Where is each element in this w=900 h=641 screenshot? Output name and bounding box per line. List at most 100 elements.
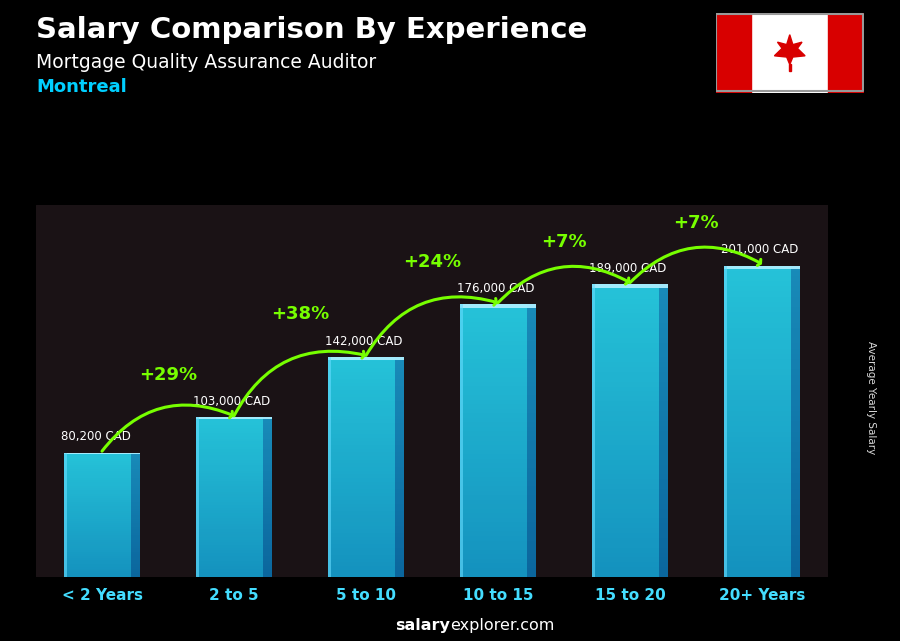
- Bar: [328, 547, 395, 551]
- Bar: [131, 533, 140, 535]
- Bar: [195, 561, 263, 563]
- Bar: [460, 459, 527, 463]
- Bar: [791, 302, 800, 307]
- Bar: [591, 294, 659, 299]
- Bar: [591, 553, 659, 558]
- Bar: [460, 304, 536, 308]
- Bar: [659, 553, 669, 558]
- Bar: [460, 463, 527, 468]
- Bar: [527, 440, 536, 445]
- Bar: [460, 340, 527, 345]
- Bar: [263, 476, 273, 479]
- Bar: [724, 385, 791, 390]
- Bar: [395, 544, 404, 547]
- Bar: [328, 449, 395, 453]
- Bar: [591, 362, 659, 367]
- Bar: [395, 470, 404, 474]
- Bar: [131, 538, 140, 540]
- Bar: [791, 540, 800, 545]
- Bar: [64, 531, 131, 533]
- Bar: [591, 284, 659, 289]
- Bar: [263, 470, 273, 473]
- Bar: [659, 347, 669, 353]
- Bar: [460, 522, 527, 527]
- Bar: [64, 496, 131, 498]
- Bar: [131, 548, 140, 550]
- Bar: [263, 503, 273, 505]
- Bar: [659, 353, 669, 357]
- Bar: [263, 563, 273, 566]
- Text: 80,200 CAD: 80,200 CAD: [61, 430, 131, 444]
- Bar: [724, 312, 791, 317]
- Bar: [791, 567, 800, 572]
- Bar: [591, 392, 659, 396]
- Bar: [328, 361, 395, 364]
- Bar: [263, 460, 273, 463]
- Bar: [263, 521, 273, 524]
- Bar: [328, 526, 395, 529]
- Bar: [591, 504, 659, 508]
- Bar: [131, 492, 140, 494]
- Bar: [64, 573, 131, 575]
- Bar: [195, 494, 263, 497]
- Bar: [263, 465, 273, 468]
- Bar: [328, 379, 395, 383]
- Bar: [460, 472, 527, 477]
- Bar: [460, 413, 527, 418]
- Bar: [395, 449, 404, 453]
- Bar: [591, 499, 659, 504]
- Bar: [263, 489, 273, 492]
- Bar: [328, 375, 395, 379]
- Bar: [64, 523, 131, 525]
- Bar: [724, 333, 791, 338]
- Bar: [791, 390, 800, 395]
- Bar: [263, 513, 273, 516]
- Bar: [591, 435, 659, 440]
- Bar: [395, 573, 404, 577]
- Bar: [131, 562, 140, 565]
- Bar: [724, 510, 791, 515]
- Bar: [791, 276, 800, 281]
- Bar: [591, 508, 659, 513]
- Bar: [195, 447, 263, 449]
- Bar: [64, 519, 131, 521]
- Bar: [791, 520, 800, 525]
- Bar: [131, 457, 140, 459]
- Bar: [724, 354, 791, 359]
- Bar: [659, 431, 669, 435]
- Bar: [659, 445, 669, 450]
- Bar: [591, 328, 659, 333]
- Bar: [328, 397, 395, 401]
- Bar: [263, 574, 273, 577]
- Bar: [131, 556, 140, 558]
- Bar: [131, 463, 140, 465]
- Bar: [791, 468, 800, 473]
- Bar: [527, 436, 536, 440]
- Bar: [131, 527, 140, 529]
- Bar: [263, 457, 273, 460]
- Bar: [131, 570, 140, 573]
- Bar: [791, 483, 800, 488]
- Bar: [591, 426, 659, 431]
- Bar: [395, 478, 404, 481]
- Bar: [131, 504, 140, 506]
- Bar: [791, 504, 800, 510]
- Bar: [659, 420, 669, 426]
- Bar: [328, 533, 395, 537]
- Bar: [591, 323, 659, 328]
- Bar: [460, 490, 527, 495]
- Bar: [591, 284, 595, 577]
- Bar: [328, 496, 395, 500]
- Bar: [591, 519, 659, 523]
- Bar: [527, 372, 536, 377]
- Bar: [527, 522, 536, 527]
- Bar: [64, 506, 131, 508]
- Bar: [195, 470, 263, 473]
- Bar: [263, 540, 273, 542]
- Bar: [64, 558, 131, 560]
- Bar: [395, 507, 404, 511]
- Bar: [724, 556, 791, 562]
- Bar: [791, 525, 800, 530]
- Bar: [263, 487, 273, 489]
- Bar: [395, 570, 404, 573]
